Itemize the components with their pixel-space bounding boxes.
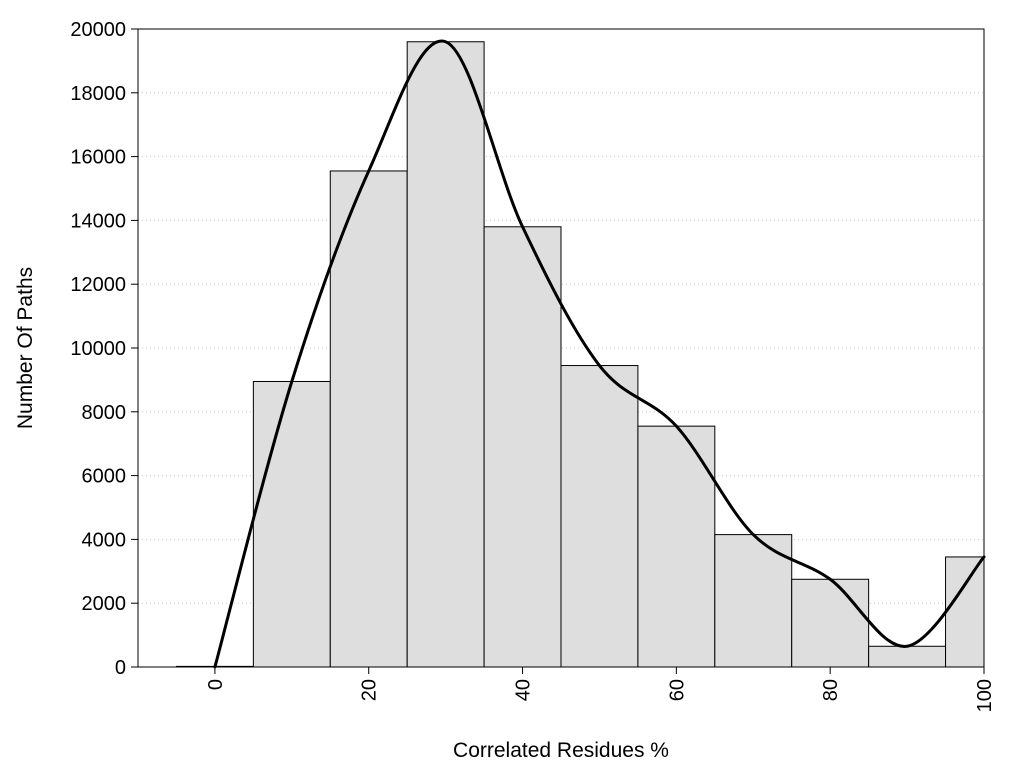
x-axis-title: Correlated Residues % [453,739,669,762]
y-tick-label: 14000 [70,210,126,232]
x-axis-ticks: 0 20 40 60 80 100 [205,667,996,712]
x-tick-label: 40 [513,679,535,701]
histogram-bar [560,365,639,668]
x-tick-label: 100 [974,679,996,712]
y-tick-label: 12000 [70,274,126,296]
histogram-bar [868,645,947,668]
histogram-bar [791,578,870,668]
x-tick-label: 0 [205,679,227,690]
density-curve [213,39,986,669]
y-tick-label: 10000 [70,338,126,360]
x-tick-label: 20 [359,679,381,701]
histogram-bar [483,226,562,668]
y-tick-label: 4000 [82,529,127,551]
y-axis-title: Number Of Paths [14,267,37,429]
x-tick-label: 60 [666,679,688,701]
x-tick-label: 80 [820,679,842,701]
histogram-bar [714,534,793,668]
histogram-bar [406,41,485,668]
y-tick-label: 0 [115,657,126,679]
y-tick-label: 8000 [82,402,127,424]
y-axis-ticks: 0 2000 4000 6000 8000 10000 12000 14000 16000 180… [70,19,138,679]
y-tick-label: 6000 [82,466,127,488]
y-tick-label: 2000 [82,593,127,615]
y-tick-label: 20000 [70,19,126,41]
histogram-bar [329,170,408,668]
histogram-bar [945,556,985,668]
histogram-bar [252,380,331,668]
y-tick-label: 16000 [70,147,126,169]
bars [175,41,985,668]
density-curve-line [213,39,986,669]
y-tick-label: 18000 [70,83,126,105]
